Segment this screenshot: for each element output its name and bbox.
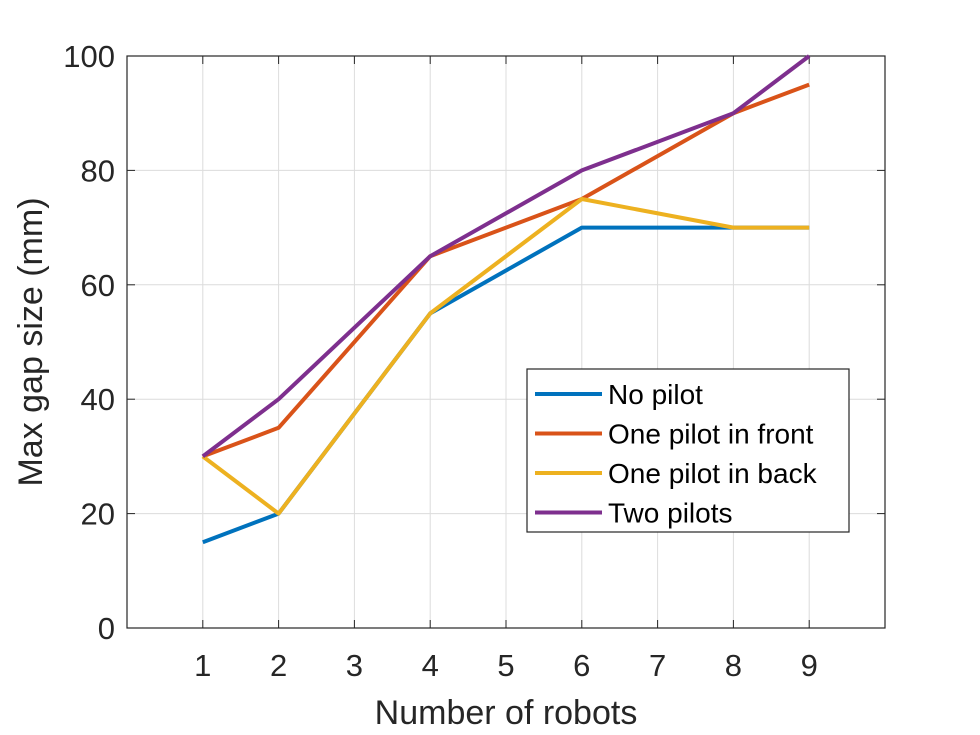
x-tick-label: 6 — [573, 648, 590, 683]
y-tick-label: 0 — [98, 611, 115, 646]
y-tick-label: 60 — [81, 268, 115, 303]
x-tick-label: 9 — [801, 648, 818, 683]
x-tick-label: 2 — [270, 648, 287, 683]
legend-label: One pilot in back — [608, 458, 818, 489]
y-tick-label: 20 — [81, 497, 115, 532]
legend: No pilot One pilot in front One pilot in b… — [526, 368, 850, 533]
x-tick-label: 7 — [649, 648, 666, 683]
axis-ticks: 1 2 3 4 5 6 7 8 9 0 20 40 60 80 100 — [63, 39, 885, 683]
x-tick-label: 8 — [725, 648, 742, 683]
x-tick-label: 4 — [422, 648, 439, 683]
series-line-3 — [201, 197, 810, 516]
x-tick-label: 5 — [497, 648, 514, 683]
x-tick-label: 3 — [346, 648, 363, 683]
legend-box — [526, 368, 850, 533]
x-axis-label: Number of robots — [375, 694, 638, 732]
series-group — [201, 54, 811, 545]
y-tick-label: 100 — [63, 39, 115, 74]
series-line-4 — [201, 54, 811, 458]
legend-label: One pilot in front — [608, 419, 814, 450]
series-line-2 — [202, 82, 810, 459]
y-tick-label: 80 — [81, 153, 115, 188]
y-tick-label: 40 — [81, 382, 115, 417]
legend-label: Two pilots — [608, 498, 733, 529]
legend-label: No pilot — [608, 379, 703, 410]
x-tick-label: 1 — [194, 648, 211, 683]
grid — [127, 55, 885, 629]
y-axis-label: Max gap size (mm) — [12, 197, 50, 486]
